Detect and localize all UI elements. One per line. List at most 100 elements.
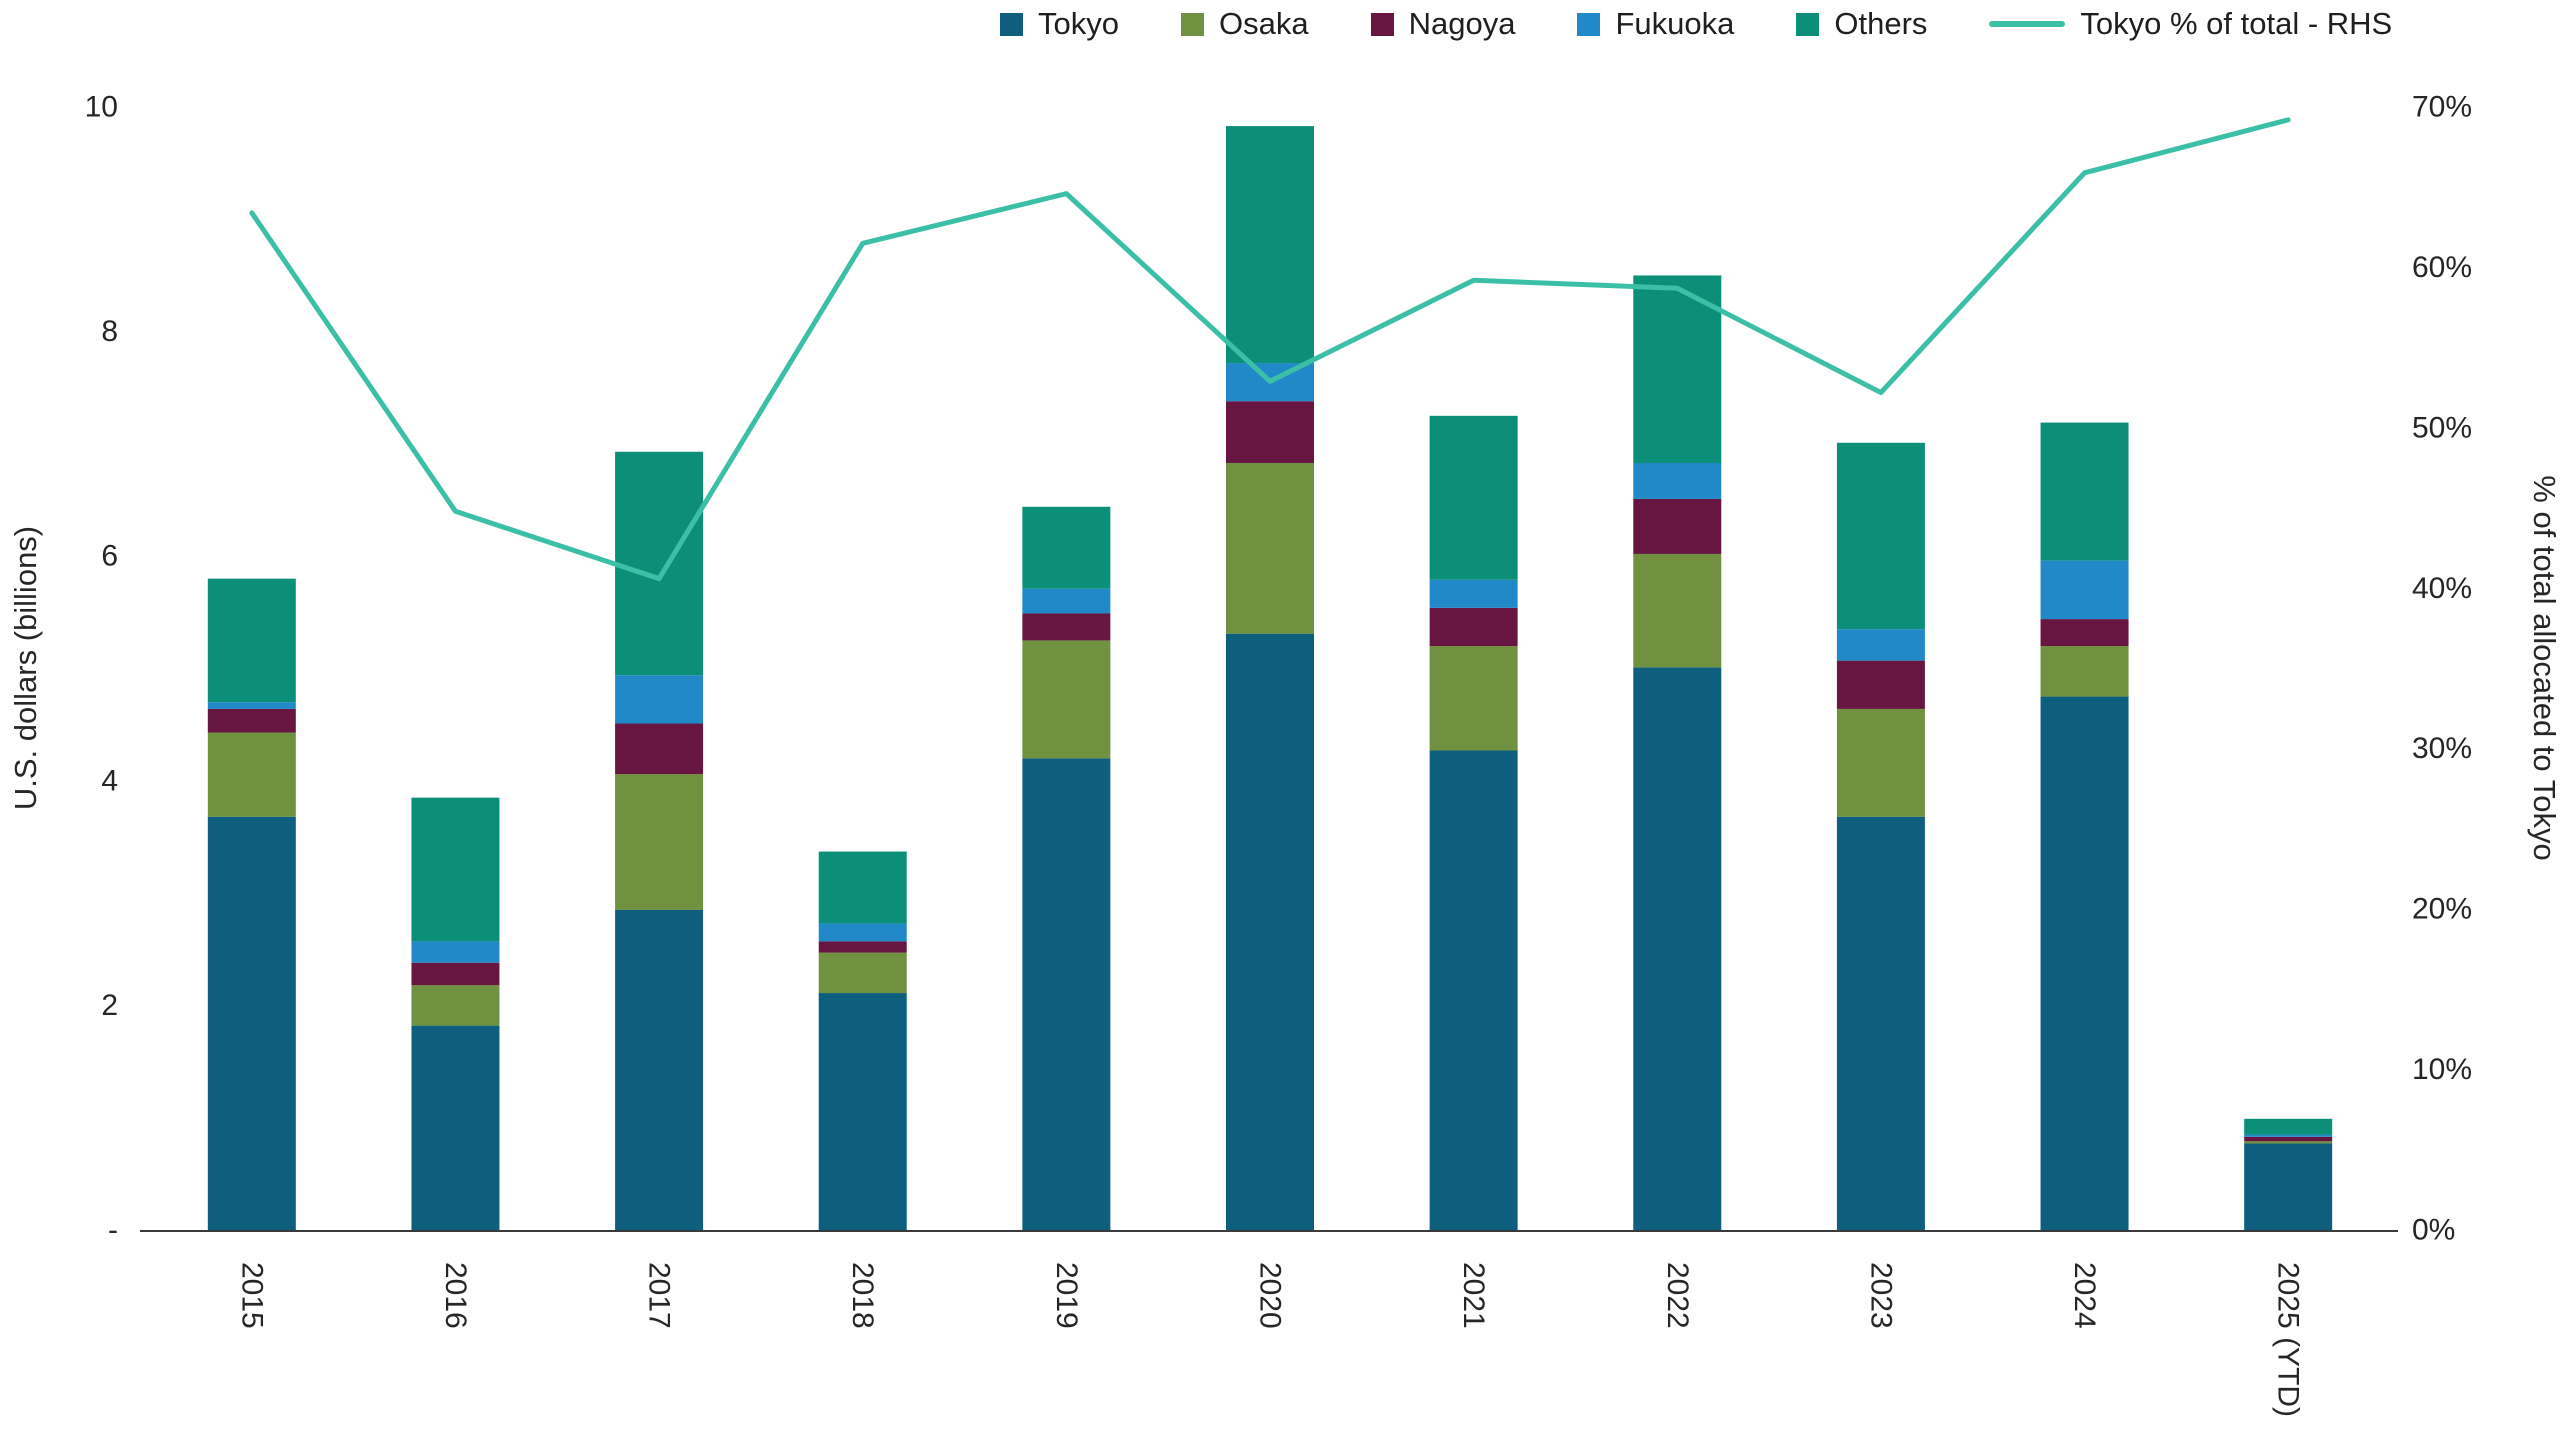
bar-segment-osaka xyxy=(411,985,500,1026)
bar-segment-others xyxy=(411,797,500,942)
bar-segment-osaka xyxy=(615,774,704,910)
bar-segment-others xyxy=(615,451,704,676)
legend-item-fukuoka: Fukuoka xyxy=(1577,6,1734,42)
bar-segment-others xyxy=(1633,275,1722,463)
right-axis-tick: 20% xyxy=(2412,893,2472,926)
bar-segment-nagoya xyxy=(818,941,907,953)
bar-segment-others xyxy=(2040,422,2129,561)
bar-segment-others xyxy=(1429,415,1518,580)
osaka-swatch-icon xyxy=(1180,12,1204,36)
bar-segment-tokyo xyxy=(615,909,704,1230)
legend-item-tokyo-percent-line: Tokyo % of total - RHS xyxy=(1989,6,2392,42)
left-axis-tick: 4 xyxy=(101,764,118,797)
x-axis-label: 2017 xyxy=(643,1262,676,1329)
bar-segment-fukuoka xyxy=(1429,579,1518,608)
bar-segment-others xyxy=(2244,1118,2333,1135)
legend-label-fukuoka: Fukuoka xyxy=(1615,6,1735,41)
left-axis-tick: 6 xyxy=(101,540,118,573)
bar-segment-fukuoka xyxy=(1836,629,1925,661)
bar-segment-tokyo xyxy=(1226,633,1314,1230)
right-axis-tick: 70% xyxy=(2412,91,2472,124)
legend-label-osaka: Osaka xyxy=(1218,6,1309,41)
x-axis-label: 2016 xyxy=(439,1262,472,1329)
right-axis-title: % of total allocated to Tokyo xyxy=(2527,475,2560,860)
others-swatch-icon xyxy=(1796,12,1820,36)
bar-segment-osaka xyxy=(818,952,907,994)
right-axis-tick: 10% xyxy=(2412,1053,2472,1086)
bar-segment-others xyxy=(1022,506,1111,589)
bar-segment-nagoya xyxy=(2040,619,2129,647)
x-axis-label: 2022 xyxy=(1661,1262,1694,1329)
bar-segment-tokyo xyxy=(818,993,907,1230)
bar-segment-nagoya xyxy=(411,962,500,986)
right-axis-tick: 50% xyxy=(2412,411,2472,444)
x-axis-label: 2021 xyxy=(1457,1262,1490,1329)
bar-segment-osaka xyxy=(2040,646,2129,697)
x-axis-label: 2019 xyxy=(1050,1262,1083,1329)
bar-segment-osaka xyxy=(1429,646,1518,751)
bar-segment-others xyxy=(207,578,296,703)
legend-label-others: Others xyxy=(1834,6,1928,41)
right-axis-tick: 30% xyxy=(2412,732,2472,765)
x-axis-label: 2025 (YTD) xyxy=(2272,1262,2305,1417)
bar-segment-others xyxy=(1836,442,1925,630)
bar-segment-tokyo xyxy=(2244,1143,2333,1230)
bar-segment-tokyo xyxy=(411,1025,500,1230)
bar-segment-fukuoka xyxy=(2244,1134,2333,1137)
bar-segment-osaka xyxy=(1836,708,1925,817)
bar-segment-nagoya xyxy=(207,708,296,733)
bar-segment-fukuoka xyxy=(207,702,296,709)
fukuoka-swatch-icon xyxy=(1577,12,1601,36)
bar-segment-fukuoka xyxy=(411,941,500,963)
legend-item-tokyo: Tokyo xyxy=(1000,6,1119,42)
bar-segment-osaka xyxy=(1633,553,1722,668)
bar-segment-tokyo xyxy=(1836,816,1925,1230)
bar-segment-tokyo xyxy=(2040,696,2129,1230)
bar-segment-fukuoka xyxy=(818,923,907,942)
bar-segment-fukuoka xyxy=(1022,588,1111,614)
bar-segment-nagoya xyxy=(1429,607,1518,647)
bar-segment-nagoya xyxy=(615,723,704,775)
left-axis-tick: 10 xyxy=(85,91,118,124)
legend-item-others: Others xyxy=(1796,6,1927,42)
bar-segment-nagoya xyxy=(1836,660,1925,709)
right-axis-tick: 0% xyxy=(2412,1214,2455,1247)
legend-label-tokyo-percent: Tokyo % of total - RHS xyxy=(2080,6,2393,41)
bar-segment-others xyxy=(818,851,907,924)
left-axis-tick: - xyxy=(108,1214,118,1247)
right-axis-tick: 60% xyxy=(2412,251,2472,284)
x-axis-label: 2018 xyxy=(846,1262,879,1329)
x-axis-label: 2015 xyxy=(235,1262,268,1329)
bars-group xyxy=(207,126,2333,1230)
x-axis-labels: 2015 2016 2017 2018 2019 2020 2021 2022 2023 2024… xyxy=(235,1262,2304,1417)
right-axis-tick: 40% xyxy=(2412,572,2472,605)
bar-segment-tokyo xyxy=(1022,758,1111,1230)
bar-segment-fukuoka xyxy=(1633,462,1722,499)
bar-segment-fukuoka xyxy=(615,675,704,724)
bar-segment-tokyo xyxy=(207,816,296,1230)
tokyo-swatch-icon xyxy=(1000,12,1023,36)
bar-segment-nagoya xyxy=(2244,1136,2333,1142)
bar-segment-osaka xyxy=(1022,640,1111,759)
bar-segment-osaka xyxy=(2244,1141,2333,1144)
bar-segment-others xyxy=(1226,126,1314,364)
chart-legend: Tokyo Osaka Nagoya Fukuoka Others Tokyo … xyxy=(1000,6,2392,42)
bar-segment-tokyo xyxy=(1633,667,1722,1230)
left-axis-tick: 2 xyxy=(101,989,118,1022)
left-axis-tick: 8 xyxy=(101,315,118,348)
x-axis-label: 2024 xyxy=(2068,1262,2101,1329)
nagoya-swatch-icon xyxy=(1370,12,1394,36)
tokyo-percent-line-swatch-icon xyxy=(1989,21,2066,27)
x-axis-label: 2023 xyxy=(1864,1262,1897,1329)
x-axis-label: 2020 xyxy=(1254,1262,1287,1329)
legend-item-osaka: Osaka xyxy=(1180,6,1309,42)
legend-item-nagoya: Nagoya xyxy=(1370,6,1516,42)
line-group xyxy=(249,117,2291,582)
axis-ticks: 10 8 6 4 2 - 70% 60% 50% 40% 30% 20% 10% 0% xyxy=(85,91,2472,1247)
legend-label-tokyo: Tokyo xyxy=(1038,6,1119,41)
bar-segment-osaka xyxy=(1226,462,1314,634)
bar-segment-fukuoka xyxy=(2040,560,2129,620)
legend-label-nagoya: Nagoya xyxy=(1408,6,1516,41)
